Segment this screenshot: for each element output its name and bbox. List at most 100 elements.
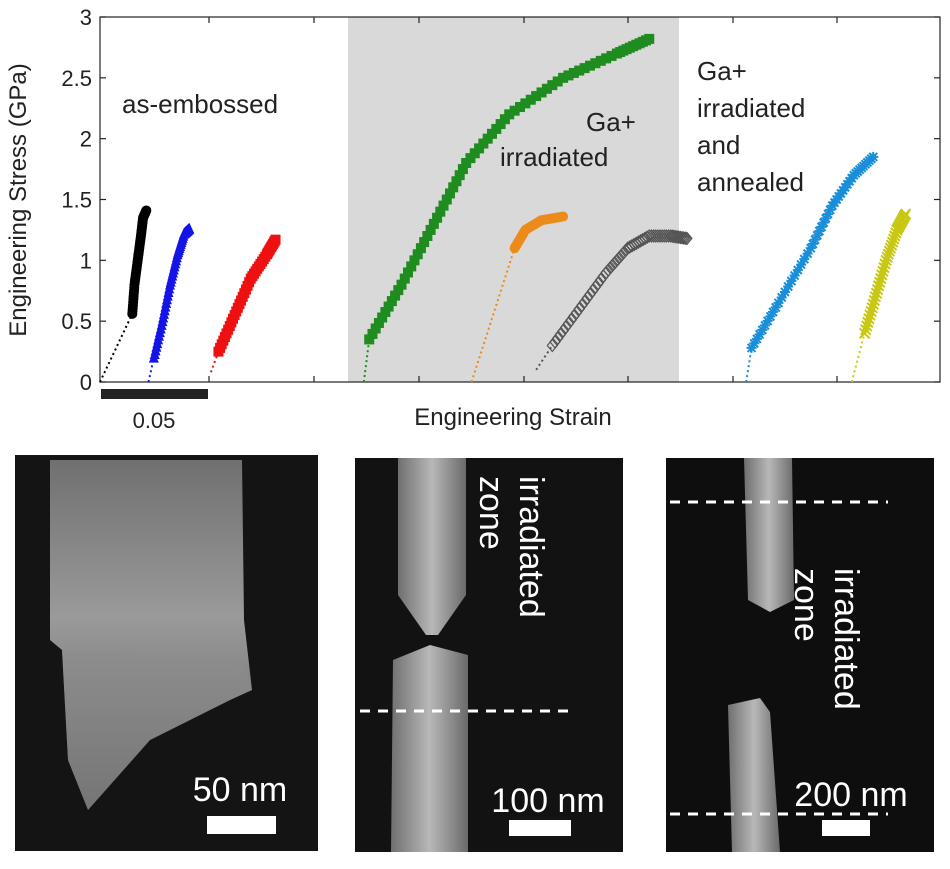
y-tick-labels: 0 0.5 1 1.5 2 2.5 3 [61,5,92,395]
y-tick-label: 0 [80,370,92,395]
data-point [584,287,596,302]
data-point [390,290,401,301]
data-point [644,33,655,44]
data-point [776,292,787,303]
data-point [592,276,604,291]
series-5-diamond [535,229,693,371]
data-point [515,102,525,113]
series-0-circle [99,205,152,383]
data-point [615,248,628,263]
data-point [799,254,810,265]
series-lead-in [99,313,134,383]
y-tick-label: 0.5 [61,309,92,334]
data-point [457,164,468,175]
annotation-ga-annealed: Ga+ irradiated and annealed [697,56,813,197]
data-point [887,233,900,245]
sem-panel-2-upper-pillar [398,458,466,635]
sem-panel-2-zone-label: irradiated zone [472,476,550,627]
data-point [877,265,889,277]
data-point [882,248,895,260]
data-point [563,70,574,81]
data-point [858,327,871,340]
data-point [864,309,876,321]
data-point [613,250,625,265]
data-point [377,312,388,323]
data-point [589,280,602,295]
y-tick-label: 2.5 [61,66,92,91]
data-point [445,188,455,199]
data-point [783,281,794,292]
data-point [810,234,821,245]
data-point [184,222,195,234]
data-point [578,294,591,309]
data-point [871,283,884,296]
data-point [547,80,558,91]
data-point [641,230,653,245]
sem-panel-2: irradiated zone 100 nm [355,458,623,852]
data-point [383,301,394,312]
data-point [789,270,800,281]
data-point [525,94,536,105]
data-point [581,291,594,305]
data-point [820,213,831,224]
sem-panel-1-scale-bar [207,816,276,834]
data-point [370,323,381,334]
data-point [786,276,797,287]
sem-panel-2-lower-pillar [391,645,468,852]
data-point [373,317,384,328]
data-point [509,105,520,116]
annotation-ga-irradiated: Ga+ irradiated [500,107,643,172]
data-point [868,294,881,307]
data-point [617,246,630,260]
data-point [608,255,621,270]
data-point [141,205,152,216]
sem-panel-3-upper-pillar [744,458,794,612]
data-point [399,273,410,284]
data-point [559,320,572,335]
data-point [570,305,583,320]
data-point [899,208,912,220]
y-tick-label: 2 [80,127,92,152]
stress-strain-chart: 0 0.5 1 1.5 2 2.5 3 Engineering Stress (GPa) E… [5,5,941,433]
series-6-star [745,151,879,383]
data-point [807,238,818,249]
data-point [586,283,599,298]
data-point [441,194,452,205]
data-point [364,334,375,345]
data-point [873,276,886,288]
data-point [403,267,413,278]
data-point [792,265,803,276]
data-point [773,297,784,308]
data-point [611,253,623,268]
data-point [594,272,607,287]
data-point [870,287,883,299]
data-point [558,211,569,222]
data-point [557,323,569,338]
series-lead-in [470,247,516,383]
data-point [574,65,585,76]
sem-panel-1: 50 nm [15,455,318,851]
data-point [867,298,879,310]
data-point [802,248,813,259]
y-tick-label: 3 [80,5,92,30]
data-point [396,279,407,290]
data-point [558,72,569,83]
y-ticks [100,16,940,383]
strain-scale-bar-label: 0.05 [133,408,176,433]
data-point [422,231,433,241]
data-point [883,245,896,257]
data-point [679,231,692,246]
data-point [606,50,617,61]
data-point [568,309,580,324]
data-point [504,109,515,120]
data-point [677,231,690,245]
series-lead-in [362,339,371,383]
data-point [812,230,823,241]
data-point [749,338,760,349]
data-point [600,265,612,280]
data-point [531,91,542,102]
data-point [576,298,588,313]
x-axis-title: Engineering Strain [414,404,611,431]
series-4-circle [470,211,569,383]
data-point [438,200,449,211]
